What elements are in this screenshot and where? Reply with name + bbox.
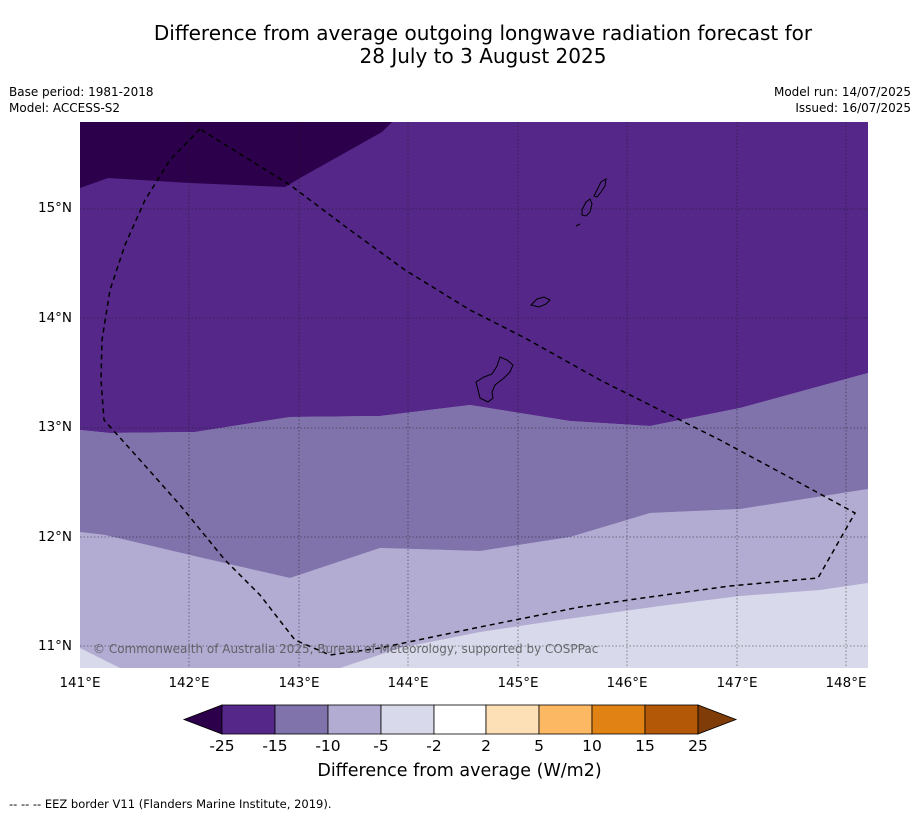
colorbar-extend-low — [182, 704, 223, 735]
colorbar-tick-label: -2 — [426, 737, 442, 755]
lon-label-148: 148°E — [825, 675, 867, 691]
lat-label-13: 13°N — [38, 419, 73, 435]
colorbar-tick-label: 5 — [534, 737, 544, 755]
island-saipan — [593, 178, 607, 198]
colorbar-tick-label: -5 — [373, 737, 389, 755]
island-guam — [475, 356, 514, 403]
model-text: Model: ACCESS-S2 — [9, 101, 121, 115]
region-medium — [80, 373, 868, 578]
title-line-2: 28 July to 3 August 2025 — [359, 44, 607, 68]
lon-label-142: 142°E — [168, 675, 210, 691]
lon-label-146: 146°E — [606, 675, 648, 691]
eez-border — [100, 128, 857, 656]
island-outlines — [475, 178, 607, 403]
meta-right: Model run: 14/07/2025 Issued: 16/07/2025 — [774, 84, 911, 116]
colorbar-tick-label: 2 — [481, 737, 491, 755]
region-darkest — [80, 122, 392, 188]
chart-title: Difference from average outgoing longwav… — [100, 22, 866, 68]
colorbar-bin-7 — [538, 704, 593, 735]
region-dark — [80, 122, 868, 433]
title-line-1: Difference from average outgoing longwav… — [153, 21, 813, 45]
colorbar-extend-high — [697, 704, 738, 735]
colorbar-tick-label: -15 — [262, 737, 288, 755]
region-light — [80, 489, 868, 668]
lat-label-11: 11°N — [38, 638, 73, 654]
colorbar-bin-9 — [644, 704, 699, 735]
meta-left: Base period: 1981-2018 Model: ACCESS-S2 — [9, 84, 154, 116]
base-period-text: Base period: 1981-2018 — [9, 85, 154, 99]
colorbar-bin-2 — [274, 704, 329, 735]
island-rota — [530, 296, 551, 308]
colorbar-bin-6 — [485, 704, 540, 735]
map-area — [80, 122, 868, 668]
graticule — [80, 122, 868, 668]
lat-label-15: 15°N — [38, 200, 73, 216]
colorbar-bin-5 — [433, 704, 487, 735]
colorbar-bin-3 — [327, 704, 382, 735]
colorbar-tick-label: 15 — [635, 737, 655, 755]
lon-label-147: 147°E — [716, 675, 758, 691]
colorbar-tick-label: -10 — [315, 737, 341, 755]
lat-label-12: 12°N — [38, 529, 73, 545]
lon-label-145: 145°E — [497, 675, 539, 691]
region-lightest-sw — [80, 648, 120, 668]
colorbar-tick-label: -25 — [209, 737, 235, 755]
island-aguijan — [575, 223, 581, 227]
footer-note: -- -- -- EEZ border V11 (Flanders Marine… — [9, 797, 332, 811]
lon-label-143: 143°E — [278, 675, 320, 691]
lat-label-14: 14°N — [38, 310, 73, 326]
colorbar-label: Difference from average (W/m2) — [317, 761, 602, 781]
island-tinian — [581, 198, 593, 217]
model-run-text: Model run: 14/07/2025 — [773, 85, 911, 99]
colorbar-bin-8 — [591, 704, 646, 735]
lon-label-144: 144°E — [387, 675, 429, 691]
colorbar — [182, 704, 738, 735]
colorbar-bin-4 — [380, 704, 435, 735]
colorbar-bin-1 — [221, 704, 276, 735]
lon-label-141: 141°E — [59, 675, 101, 691]
copyright-text: © Commonwealth of Australia 2025, Bureau… — [93, 642, 599, 656]
colorbar-tick-label: 10 — [582, 737, 602, 755]
colorbar-tick-label: 25 — [688, 737, 708, 755]
issued-text: Issued: 16/07/2025 — [795, 101, 911, 115]
